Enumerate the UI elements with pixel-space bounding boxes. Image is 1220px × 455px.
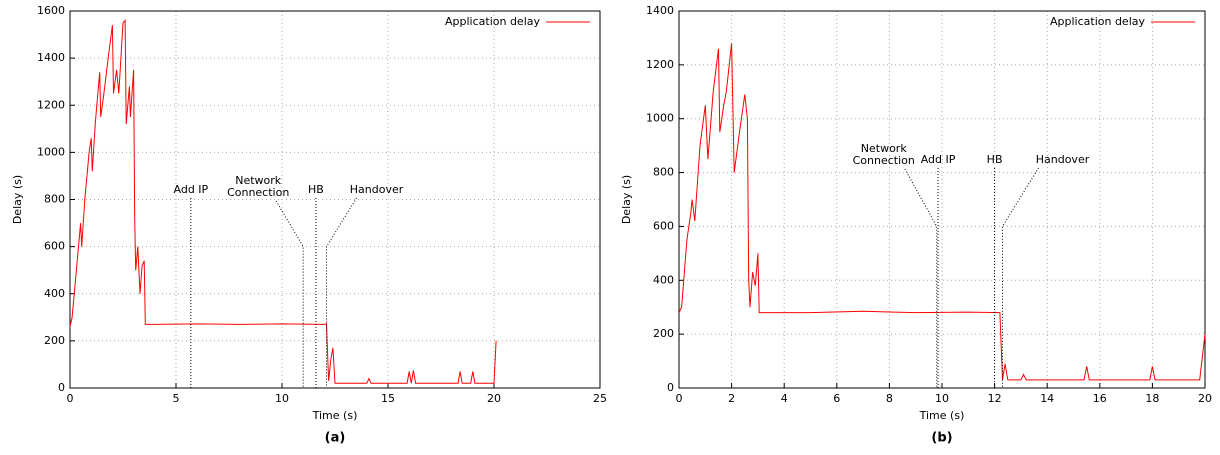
annotation-line: HB [308, 183, 324, 196]
annotation-line: Handover [350, 183, 404, 196]
annotation-line: Network [861, 142, 908, 155]
y-tick-label: 1000 [37, 145, 65, 158]
y-tick-label: 600 [653, 219, 674, 232]
y-tick-label: 1200 [37, 98, 65, 111]
y-tick-label: 600 [44, 240, 65, 253]
y-tick-label: 400 [44, 287, 65, 300]
caption: (b) [931, 431, 952, 446]
annotation: Handover [350, 183, 404, 196]
annotation-leader [275, 200, 304, 388]
annotation-leader [1001, 167, 1039, 388]
y-tick-label: 800 [653, 166, 674, 179]
chart: 0 200 400 600 800 1000 1200 1400 1600 0 5 10 15 20 25 T… [11, 4, 607, 446]
data-line [69, 19, 497, 384]
annotation-line: HB [987, 153, 1003, 166]
x-tick-label: 0 [676, 392, 683, 405]
x-tick-label: 25 [593, 392, 607, 405]
x-axis-label: Time (s) [312, 409, 358, 422]
annotation: Add IP [174, 183, 209, 196]
data-line [678, 43, 1206, 381]
x-tick-label: 20 [1198, 392, 1212, 405]
annotation: Handover [1036, 153, 1090, 166]
x-tick-label: 18 [1145, 392, 1159, 405]
y-axis-label: Delay (s) [620, 175, 633, 224]
x-tick-label: 10 [935, 392, 949, 405]
annotation: Network Connection [227, 174, 289, 199]
plot-frame [69, 10, 601, 389]
x-tick-label: 15 [381, 392, 395, 405]
x-tick-label: 14 [1040, 392, 1054, 405]
annotation: HB [987, 153, 1003, 166]
annotation-line: Handover [1036, 153, 1090, 166]
annotation: Network Connection [853, 142, 915, 167]
annotation-line: Connection [853, 154, 915, 167]
y-tick-label: 1400 [37, 51, 65, 64]
legend-label: Application delay [1050, 15, 1146, 28]
annotation: HB [308, 183, 324, 196]
caption: (a) [325, 431, 346, 446]
plot-frame [678, 10, 1206, 389]
x-tick-label: 5 [173, 392, 180, 405]
x-tick-label: 10 [275, 392, 289, 405]
y-tick-label: 1000 [646, 112, 674, 125]
y-tick-label: 800 [44, 193, 65, 206]
x-axis-label: Time (s) [919, 409, 965, 422]
y-tick-label: 400 [653, 273, 674, 286]
annotation-line: Network [235, 174, 282, 187]
y-tick-label: 0 [667, 381, 674, 394]
y-axis-label: Delay (s) [11, 175, 24, 224]
y-tick-label: 1400 [646, 4, 674, 17]
annotation-leader [904, 168, 938, 388]
y-tick-label: 1600 [37, 4, 65, 17]
x-tick-label: 12 [988, 392, 1002, 405]
annotation-line: Add IP [921, 153, 956, 166]
y-tick-label: 1200 [646, 58, 674, 71]
x-tick-label: 2 [728, 392, 735, 405]
y-tick-label: 200 [653, 327, 674, 340]
y-tick-label: 0 [58, 381, 65, 394]
annotation-leader [326, 197, 357, 388]
x-tick-label: 16 [1093, 392, 1107, 405]
x-tick-label: 0 [67, 392, 74, 405]
chart: 0 200 400 600 800 1000 1200 1400 0 2 4 6 8 10 12 14 16 18… [620, 4, 1212, 446]
legend-label: Application delay [445, 15, 541, 28]
annotation-line: Add IP [174, 183, 209, 196]
x-tick-label: 20 [487, 392, 501, 405]
x-tick-label: 8 [886, 392, 893, 405]
x-tick-label: 4 [781, 392, 788, 405]
y-tick-label: 200 [44, 334, 65, 347]
annotation: Add IP [921, 153, 956, 166]
x-tick-label: 6 [833, 392, 840, 405]
annotation-line: Connection [227, 186, 289, 199]
